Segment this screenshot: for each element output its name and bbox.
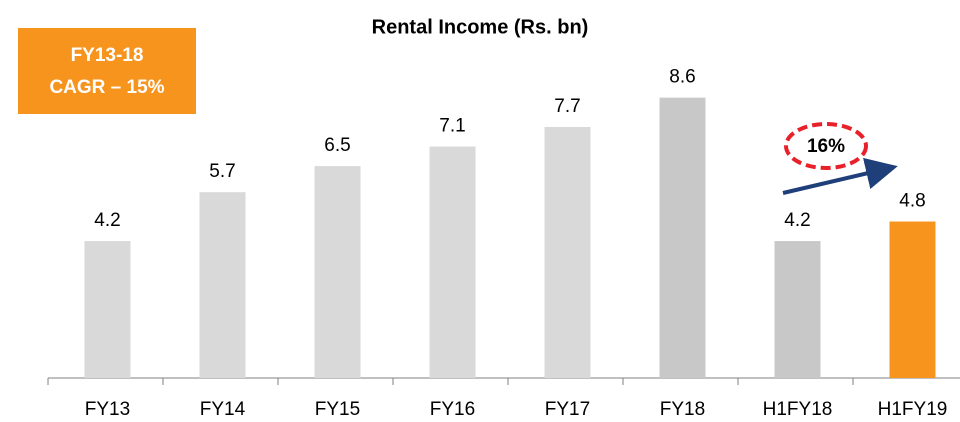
bar — [889, 221, 936, 378]
cagr-box — [18, 28, 196, 114]
x-tick-label: H1FY18 — [763, 399, 833, 420]
data-label: 4.8 — [899, 191, 925, 212]
data-label: 8.6 — [669, 67, 695, 88]
bar — [199, 192, 246, 378]
x-tick-label: H1FY19 — [878, 399, 948, 420]
bar — [659, 97, 706, 378]
data-label: 4.2 — [784, 210, 810, 231]
bar — [314, 166, 361, 378]
x-tick-label: FY16 — [430, 399, 475, 420]
x-tick-label: FY15 — [315, 399, 360, 420]
data-label: 4.2 — [94, 210, 120, 231]
bar — [544, 126, 591, 378]
data-label: 5.7 — [209, 161, 235, 182]
data-label: 7.7 — [554, 96, 580, 117]
cagr-value: CAGR – 15% — [49, 77, 164, 98]
x-tick-label: FY18 — [660, 399, 705, 420]
bar — [774, 241, 821, 378]
growth-label: 16% — [807, 136, 845, 157]
bar — [84, 241, 131, 378]
x-tick-label: FY14 — [200, 399, 246, 420]
bar — [429, 146, 476, 378]
growth-arrow — [782, 157, 898, 195]
growth-ellipse — [784, 122, 868, 170]
data-label: 6.5 — [324, 135, 350, 156]
cagr-period: FY13-18 — [71, 45, 144, 66]
x-tick-label: FY17 — [545, 399, 590, 420]
chart-title: Rental Income (Rs. bn) — [372, 16, 589, 38]
data-label: 7.1 — [439, 116, 465, 137]
x-tick-label: FY13 — [85, 399, 130, 420]
